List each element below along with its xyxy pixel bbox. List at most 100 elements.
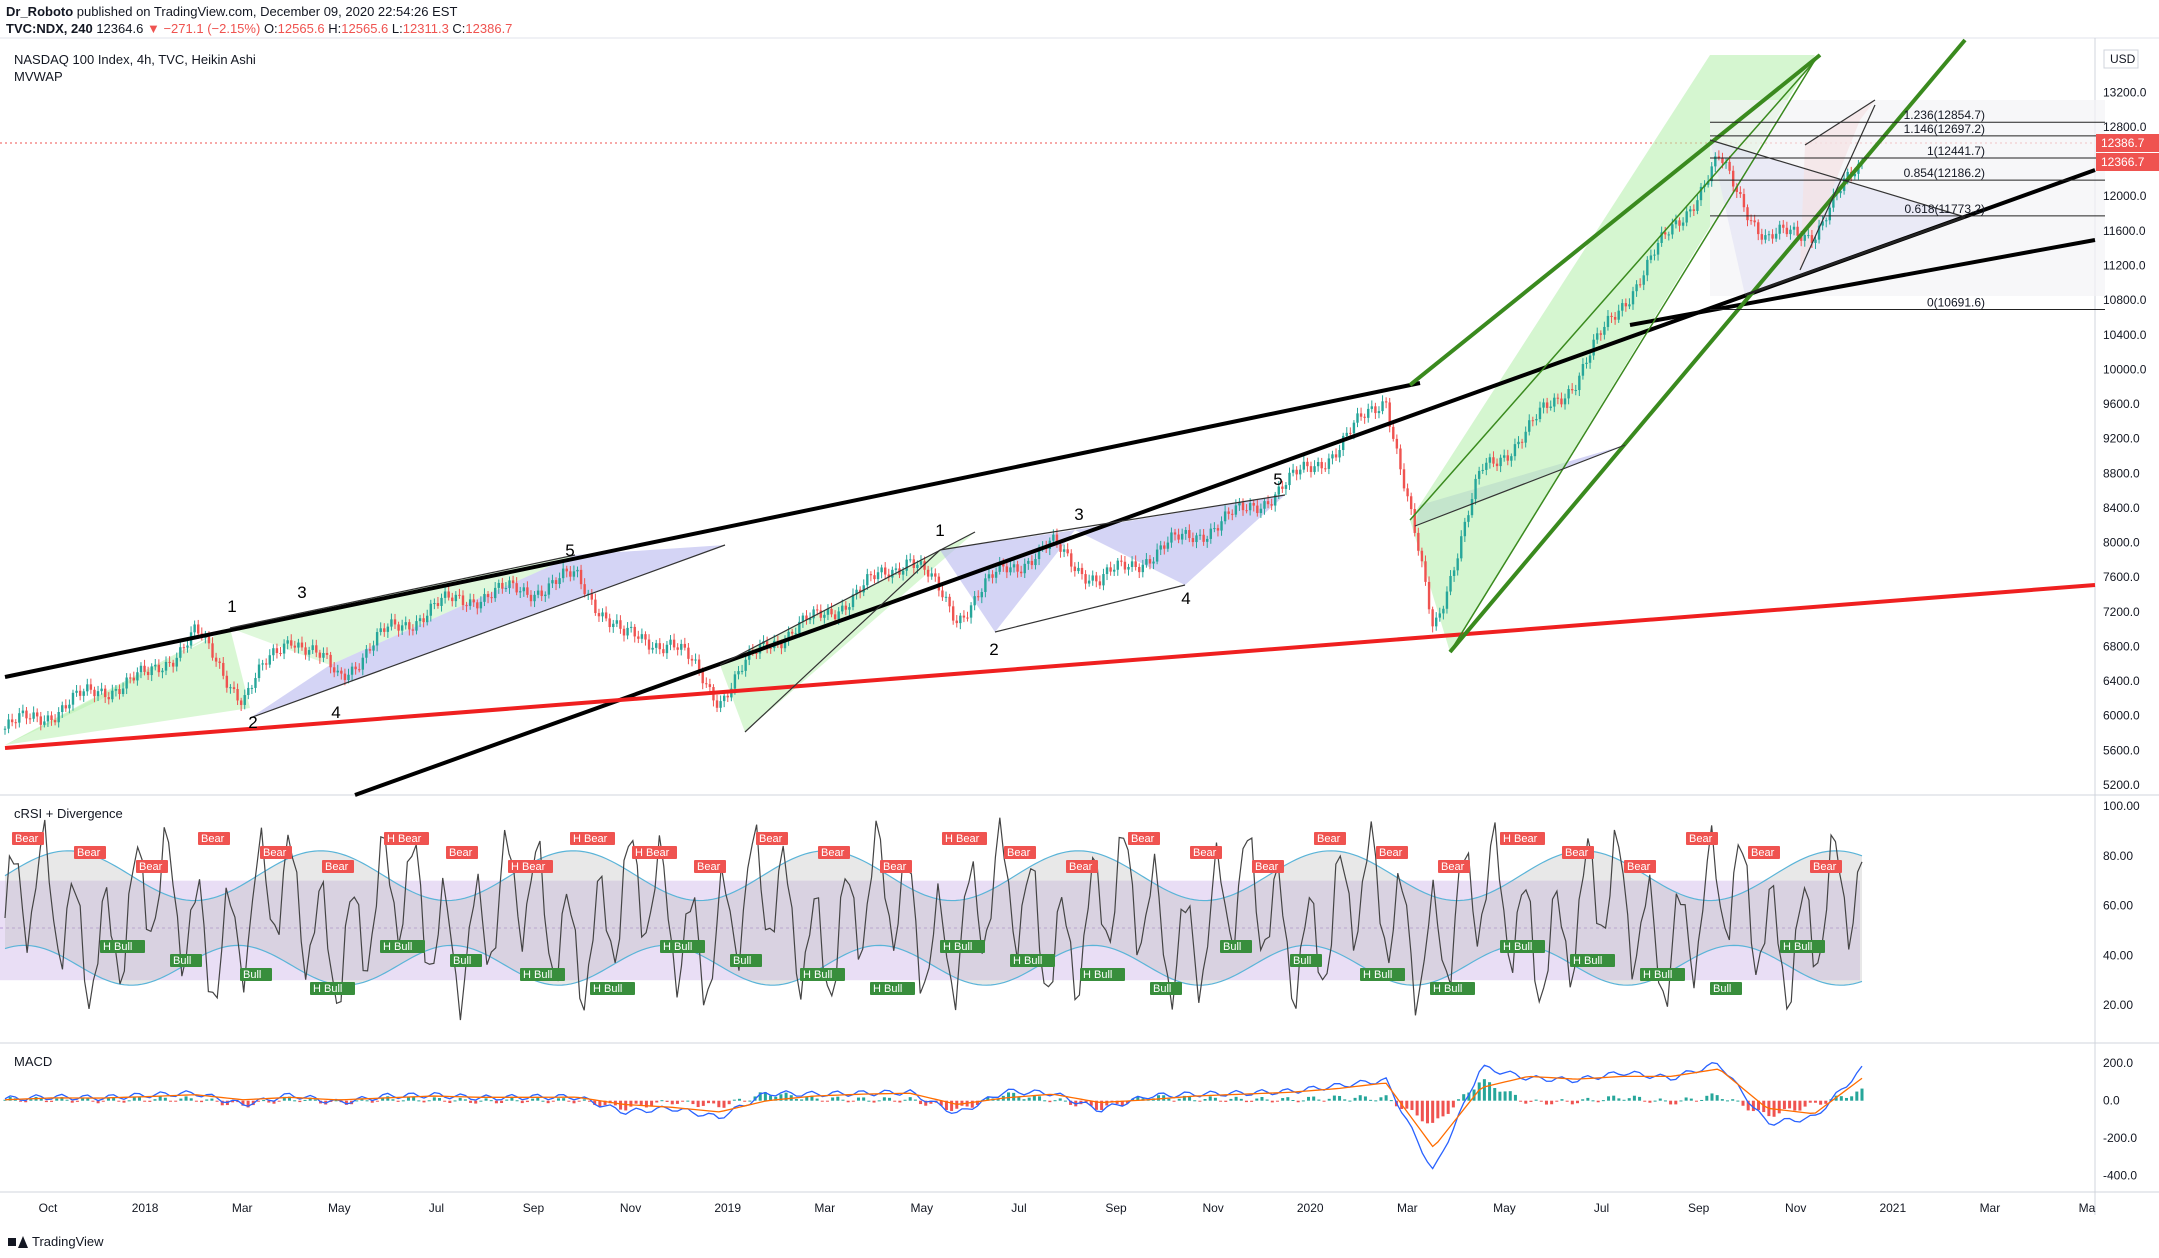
wedge-fill-green-2017[interactable] — [5, 625, 230, 745]
candle-body — [1252, 503, 1255, 506]
wedge-2018-lower[interactable] — [229, 554, 576, 629]
macd-histogram-bar — [867, 1100, 871, 1102]
trendline-black-lower-2020[interactable] — [1629, 238, 2096, 327]
bear-signal-badge — [1376, 846, 1408, 859]
macd-histogram-bar — [1022, 1099, 1026, 1101]
macd-histogram-bar — [665, 1100, 669, 1102]
macd-pane-title[interactable]: MACD — [14, 1054, 53, 1069]
macd-pane[interactable]: 200.0 0.0 -200.0 -400.0 — [3, 1056, 2138, 1183]
bear-signal-label: Bear — [697, 861, 721, 873]
wedge-fill-green-2018[interactable] — [230, 555, 575, 665]
mvwap-legend[interactable]: MVWAP — [14, 69, 63, 84]
macd-histogram-bar — [882, 1097, 886, 1101]
wedge-2020-line[interactable] — [1414, 444, 1626, 527]
macd-histogram-bar — [670, 1100, 674, 1105]
footer-brand[interactable]: TradingView — [8, 1234, 104, 1249]
macd-histogram-bar — [1813, 1100, 1817, 1103]
time-axis[interactable]: Oct 2018 Mar May Jul Sep Nov 2019 Mar May Jul Sep No… — [39, 1201, 2096, 1215]
macd-histogram-bar — [469, 1100, 473, 1103]
macd-axis[interactable]: 200.0 0.0 -200.0 -400.0 — [2103, 1056, 2137, 1182]
candle-body — [39, 716, 42, 725]
candle-body — [1206, 538, 1209, 542]
channel-green-lower[interactable] — [1448, 38, 1967, 654]
candle-body — [787, 631, 790, 642]
candle-body — [1528, 420, 1531, 432]
candle-body — [708, 684, 712, 688]
candle-body — [433, 603, 436, 605]
channel-green-thin-upper[interactable] — [1409, 54, 1821, 521]
price-badge-2: 12366.7 — [2101, 155, 2145, 169]
symbol-label[interactable]: TVC:NDX, 240 — [6, 21, 93, 36]
macd-histogram-bar — [381, 1097, 385, 1101]
time-tick-label: Nov — [1785, 1201, 1806, 1215]
macd-histogram-bar — [298, 1100, 302, 1103]
macd-histogram-bar — [1425, 1100, 1429, 1124]
fib-levels[interactable]: 1.236(12854.7)1.146(12697.2) 1(12441.7) 0.… — [1710, 108, 2105, 311]
main-pane-title[interactable]: NASDAQ 100 Index, 4h, TVC, Heikin Ashi — [14, 52, 256, 67]
macd-histogram-bar — [903, 1099, 907, 1101]
channel-green-thin-lower[interactable] — [1449, 59, 1816, 653]
crsi-axis[interactable]: 100.00 80.00 60.00 40.00 20.00 — [2103, 799, 2140, 1012]
candle-body — [1277, 486, 1280, 495]
channel-2019-upper[interactable] — [719, 531, 976, 666]
candle-body — [511, 580, 515, 584]
bear-signal-badge — [260, 846, 292, 859]
wedge-2018-upper[interactable] — [249, 544, 726, 719]
candle-body — [551, 580, 554, 584]
drawings[interactable] — [5, 55, 2105, 745]
price-tick-label: 5200.0 — [2103, 778, 2140, 792]
price-axis[interactable]: 13200.0 12800.0 12000.0 11600.0 11200.0 10800… — [2103, 85, 2147, 792]
price-tick-label: 11600.0 — [2103, 224, 2146, 238]
candle-body — [1223, 511, 1227, 522]
candle-body — [197, 624, 200, 634]
bull-signal-label: Bull — [243, 969, 261, 981]
author-name[interactable]: Dr_Roboto — [6, 4, 74, 19]
candle-body — [812, 609, 815, 619]
macd-histogram-bar — [1353, 1097, 1357, 1101]
macd-histogram-bar — [769, 1095, 773, 1101]
candle-body — [823, 614, 826, 618]
candle-body — [1560, 398, 1563, 405]
channel-green-upper[interactable] — [1408, 53, 1822, 387]
candle-body — [61, 705, 64, 712]
wedge-2019-lower[interactable] — [994, 584, 1186, 633]
trend-lines[interactable] — [4, 38, 2096, 797]
candle-body — [82, 691, 85, 696]
wave-label: 4 — [1181, 589, 1190, 608]
channel-2019-lower[interactable] — [744, 549, 941, 733]
triangle-2020-upper[interactable] — [1709, 139, 1966, 218]
macd-histogram-bar — [722, 1100, 726, 1108]
macd-histogram-bar — [588, 1100, 592, 1102]
candle-body — [619, 620, 622, 629]
candle-body — [1821, 221, 1824, 226]
candle-body — [121, 688, 125, 695]
wedge-fill-blue-2019[interactable] — [940, 530, 1075, 632]
macd-histogram-bar — [1658, 1098, 1662, 1101]
candle-body — [1796, 226, 1799, 236]
macd-histogram-bar — [1819, 1100, 1823, 1105]
triangle-2020-lower[interactable] — [1744, 215, 1966, 297]
macd-histogram-bar — [1679, 1100, 1683, 1102]
trendline-black-upper-2017[interactable] — [4, 381, 1421, 679]
candle-body — [400, 625, 404, 631]
macd-histogram-bar — [443, 1100, 447, 1102]
candle-body — [325, 652, 329, 655]
trendline-red-support[interactable] — [4, 583, 2096, 750]
candle-body — [1295, 469, 1298, 475]
candle-body — [468, 599, 472, 606]
channel-fill-green-2019[interactable] — [720, 532, 975, 732]
crsi-series — [4, 817, 1863, 1021]
flag-2020-lower[interactable] — [1799, 104, 1876, 271]
candle-body — [1538, 407, 1542, 420]
macd-histogram-bar — [567, 1100, 571, 1102]
candle-body — [1227, 511, 1230, 514]
macd-histogram-bar — [919, 1100, 923, 1105]
macd-histogram-bar — [763, 1092, 767, 1101]
wedge-2019-upper[interactable] — [939, 494, 1286, 551]
macd-histogram-bar — [727, 1100, 731, 1105]
bear-signal-label: H Bear — [945, 833, 980, 845]
macd-histogram-bar — [1348, 1100, 1352, 1102]
crsi-pane-title[interactable]: cRSI + Divergence — [14, 806, 123, 821]
